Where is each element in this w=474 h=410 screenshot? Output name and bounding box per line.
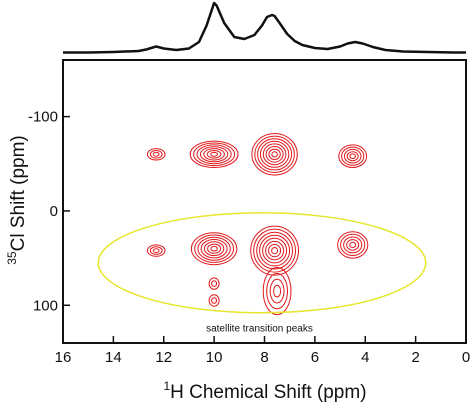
annotation-label: satellite transition peaks: [206, 324, 313, 335]
contour-level: [208, 294, 220, 307]
satellite-region-ellipse: [97, 212, 427, 314]
y-tick-label: 0: [50, 203, 58, 220]
x-ticks: 16 14 12 10 8 6 4 2 0: [55, 336, 470, 366]
spectrum-1d-line: [63, 1, 466, 54]
contour-level: [265, 146, 284, 163]
contour-level: [266, 272, 289, 310]
contour-level: [337, 231, 369, 259]
x-tick-label: 10: [206, 349, 223, 366]
contour-peak-3: [251, 133, 298, 176]
contour-level: [208, 277, 220, 290]
contour-level: [200, 239, 228, 259]
contour-level: [250, 225, 300, 276]
contour-peak-11: [262, 267, 292, 316]
contour-level: [262, 267, 292, 316]
contour-peak-5: [146, 244, 166, 257]
contour-level: [343, 236, 363, 254]
y-tick-label: 100: [33, 297, 58, 314]
contour-level: [257, 138, 293, 171]
contour-level: [146, 148, 166, 161]
contour-level: [265, 240, 285, 261]
contour-level: [340, 233, 366, 256]
contour-level: [196, 144, 232, 165]
x-tick-label: 8: [260, 349, 268, 366]
contour-level: [262, 237, 288, 264]
contour-peak-6: [190, 232, 238, 266]
x-tick-label: 16: [55, 349, 72, 366]
contour-level: [262, 143, 287, 166]
contour-level: [346, 151, 359, 162]
contour-level: [152, 151, 160, 157]
contour-level: [271, 247, 279, 255]
x-tick-label: 0: [462, 349, 470, 366]
contour-layer: [146, 133, 369, 316]
contour-level: [206, 150, 222, 159]
y-ticks: -100 0 100: [28, 109, 70, 314]
contour-level: [343, 148, 362, 164]
contour-level: [193, 142, 236, 167]
contour-level: [338, 144, 368, 168]
contour-level: [210, 151, 219, 157]
contour-level: [194, 234, 235, 263]
annotation-layer: satellite transition peaks: [97, 212, 427, 335]
x-tick-label: 12: [155, 349, 172, 366]
contour-peak-1: [146, 148, 166, 161]
contour-level: [349, 153, 357, 159]
contour-level: [346, 239, 360, 251]
contour-level: [273, 284, 282, 298]
contour-level: [211, 297, 218, 304]
contour-level: [152, 248, 160, 254]
y-axis-title: 35Cl Shift (ppm): [5, 135, 29, 265]
contour-level: [149, 246, 163, 255]
contour-level: [146, 244, 166, 257]
contour-level: [259, 140, 290, 168]
contour-level: [190, 232, 238, 266]
contour-level: [268, 148, 281, 161]
contour-level: [211, 280, 218, 287]
contour-peak-2: [189, 140, 239, 169]
contour-level: [207, 243, 222, 254]
contour-level: [203, 241, 225, 257]
contour-peak-4: [338, 144, 368, 168]
y-tick-label: -100: [28, 109, 58, 126]
contour-level: [271, 151, 278, 158]
contour-level: [349, 241, 357, 248]
contour-level: [254, 135, 295, 174]
contour-peak-7: [250, 225, 300, 276]
contour-level: [203, 148, 225, 161]
contour-level: [189, 140, 239, 169]
contour-level: [256, 231, 294, 270]
contour-level: [251, 133, 298, 176]
contour-peak-10: [208, 294, 220, 307]
contour-level: [259, 234, 291, 267]
contour-level: [149, 150, 163, 159]
contour-peak-8: [337, 231, 369, 259]
contour-level: [268, 244, 282, 258]
x-tick-label: 14: [105, 349, 122, 366]
contour-level: [341, 146, 365, 166]
contour-level: [269, 278, 285, 304]
spectrum-1d-layer: [63, 1, 466, 54]
x-axis-title: 1H Chemical Shift (ppm): [163, 379, 366, 403]
contour-level: [197, 236, 231, 261]
x-tick-label: 2: [411, 349, 419, 366]
contour-level: [210, 245, 218, 252]
contour-level: [253, 228, 297, 273]
contour-peak-9: [208, 277, 220, 290]
x-tick-label: 4: [361, 349, 369, 366]
contour-level: [199, 146, 229, 163]
x-tick-label: 6: [311, 349, 319, 366]
